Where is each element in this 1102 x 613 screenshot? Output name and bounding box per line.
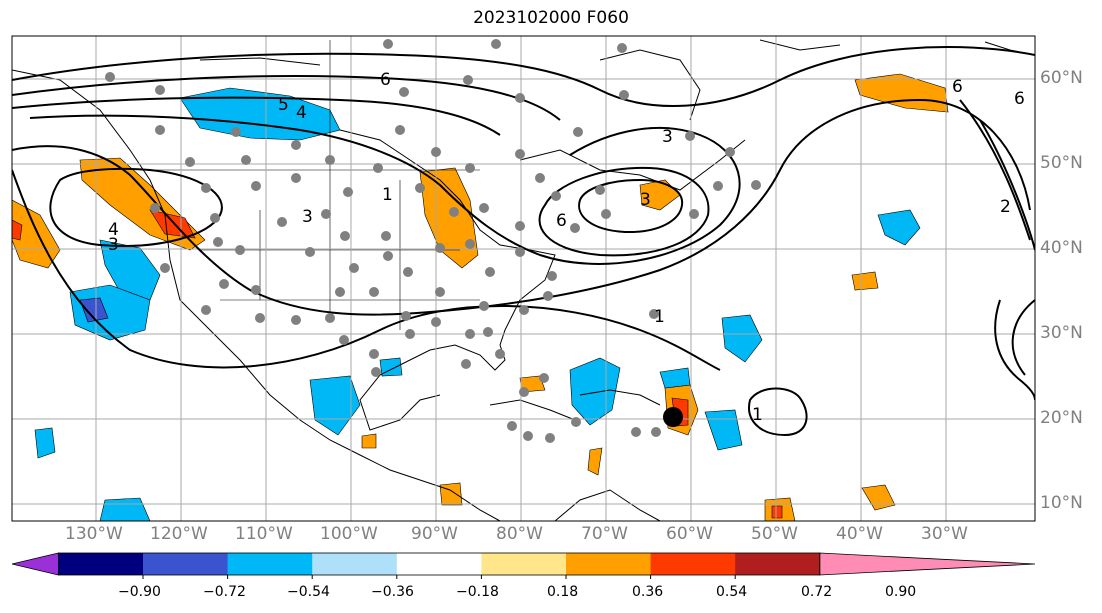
colorbar-bin: [312, 553, 398, 575]
lon-label: 130°W: [65, 524, 123, 544]
plot-frame: [11, 35, 1036, 522]
contour-label: 1: [654, 307, 665, 327]
colorbar-arrow-high: [819, 552, 1036, 576]
patch-blue-gulf: [309, 375, 361, 436]
colorbar-frame: [58, 552, 821, 576]
contour-label: 6: [556, 211, 567, 231]
patch-blue-nearstorm: [659, 367, 691, 389]
contour-label: 6: [1014, 89, 1025, 109]
grid: [12, 36, 1035, 521]
colorbar-tick-label: −0.18: [456, 584, 499, 600]
lon-label: 110°W: [235, 524, 293, 544]
lat-label: 40°N: [1040, 238, 1083, 258]
colorbar-bin: [58, 553, 144, 575]
contour-3: [12, 96, 501, 136]
contour-east3: [959, 99, 1031, 241]
station-dots: [105, 39, 761, 443]
colorbar-bin: [227, 553, 313, 575]
lon-label: 100°W: [320, 524, 378, 544]
plot-area: [12, 36, 1035, 521]
lat-label: 10°N: [1040, 493, 1083, 513]
contour-label: 1: [382, 185, 393, 205]
patch-blue-caribbean: [569, 357, 621, 426]
colorbar-bin: [566, 553, 652, 575]
colorbar-tick-label: 0.36: [632, 584, 664, 600]
patch-orange-mex: [361, 433, 377, 449]
contour-ridge: [12, 98, 1031, 316]
contour-labels: 6 5 4 1 3 3 6 3 4 3 6 6 2 1 1: [108, 70, 1025, 425]
contour-east2: [979, 119, 1035, 251]
patch-orange-bottom: [439, 482, 463, 506]
contour-lowB: [538, 166, 710, 257]
contour-south: [12, 169, 721, 371]
contour-label: 4: [296, 103, 307, 123]
patch-red-pacific: [149, 209, 196, 239]
patch-orange-newfoundland: [639, 179, 681, 211]
borders: [150, 40, 480, 330]
colorbar-bin: [735, 553, 821, 575]
contour-label: 6: [952, 77, 963, 97]
patch-orange-left: [12, 199, 61, 269]
patch-orange-greatlakes: [419, 167, 479, 269]
contour-label: 6: [380, 70, 391, 90]
contour-outer: [12, 46, 1035, 108]
colorbar-tick-label: −0.54: [287, 584, 330, 600]
lat-label: 50°N: [1040, 153, 1083, 173]
contour-east4: [1011, 299, 1035, 376]
lon-label: 70°W: [581, 524, 628, 544]
lon-label: 30°W: [921, 524, 968, 544]
lon-label: 40°W: [836, 524, 883, 544]
contour-label: 3: [108, 235, 119, 255]
lon-label: 60°W: [666, 524, 713, 544]
lat-label: 30°N: [1040, 323, 1083, 343]
lat-label: 20°N: [1040, 408, 1083, 428]
contour-closed-low: [748, 387, 808, 437]
colorbar-bin: [396, 553, 482, 575]
contours: [12, 46, 1035, 437]
contour-label: 2: [1000, 197, 1011, 217]
lon-label: 90°W: [411, 524, 458, 544]
colorbar-bin: [481, 553, 567, 575]
contour-label: 3: [302, 207, 313, 227]
patch-darkblue-pacific: [79, 297, 109, 323]
contour-label: 5: [278, 95, 289, 115]
contour-label: 1: [752, 405, 763, 425]
lon-label: 120°W: [150, 524, 208, 544]
contour-label: 3: [640, 190, 651, 210]
coastlines: [12, 39, 1035, 521]
contour-label: 3: [662, 127, 673, 147]
storm-marker: [663, 407, 683, 427]
colorbar-tick-label: 0.72: [801, 584, 833, 600]
patch-orange-atlantic: [854, 73, 949, 113]
patch-orange-small: [851, 271, 879, 291]
patch-blue-east: [704, 409, 743, 451]
patch-blue-atlantic: [877, 209, 921, 246]
contour-2: [12, 75, 561, 121]
patch-orange-south: [587, 447, 603, 476]
contour-east: [994, 299, 1035, 401]
patch-blue-midatl: [721, 314, 763, 363]
colorbar-tick-label: −0.72: [203, 584, 246, 600]
colorbar-bin: [650, 553, 736, 575]
patch-red-left: [12, 219, 23, 241]
map-title: 2023102000 F060: [473, 8, 629, 28]
lon-label: 80°W: [496, 524, 543, 544]
colorbar-tick-label: 0.54: [716, 584, 748, 600]
contour-label: 4: [108, 220, 119, 240]
colorbar-tick-label: 0.90: [885, 584, 917, 600]
colorbar-arrow-low: [11, 552, 59, 576]
patch-blue-florida: [379, 357, 403, 377]
colorbar-bin: [143, 553, 229, 575]
colorbar: [11, 552, 1036, 579]
patch-red-se: [771, 505, 783, 519]
lat-label: 60°N: [1040, 68, 1083, 88]
colorbar-tick-label: −0.90: [118, 584, 161, 600]
contour-lowC: [578, 178, 684, 234]
contour-jet: [29, 114, 741, 265]
patch-blue-sw: [34, 427, 56, 459]
lon-label: 50°W: [751, 524, 798, 544]
colorbar-tick-label: 0.18: [547, 584, 579, 600]
colorbar-tick-label: −0.36: [371, 584, 414, 600]
